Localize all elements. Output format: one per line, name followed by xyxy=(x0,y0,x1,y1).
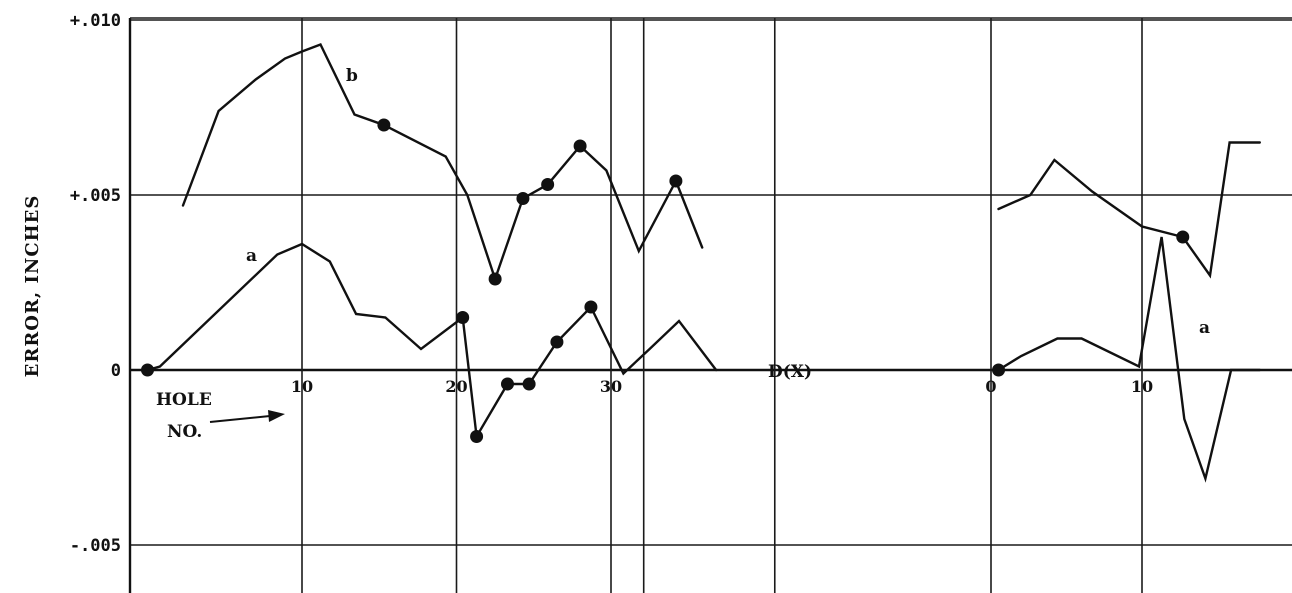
data-point-marker xyxy=(456,311,470,324)
series-layer xyxy=(141,42,1261,483)
hole-arrow-icon xyxy=(209,410,285,423)
y-axis-label: ERROR, INCHES xyxy=(22,195,43,378)
x-tick-label: 30 xyxy=(600,377,622,396)
x-tick-label: 10 xyxy=(1131,377,1153,396)
x-tick-label: 0 xyxy=(985,377,996,396)
data-point-marker xyxy=(992,363,1006,377)
y-tick-label: 0 xyxy=(111,361,121,381)
x-tick-label: 20 xyxy=(445,377,467,396)
y-tick-label: +.005 xyxy=(70,186,121,206)
series-label-a: a xyxy=(1199,318,1210,338)
series-line-left-a xyxy=(146,242,718,441)
hole-label-line1: HOLE xyxy=(156,390,212,410)
series-line-right-a xyxy=(997,236,1261,483)
data-point-marker xyxy=(541,178,555,191)
hole-label-line2: NO. xyxy=(167,422,202,442)
x-axis-dx-label: D(X) xyxy=(768,362,812,382)
grid-lines xyxy=(128,17,1292,593)
data-point-marker xyxy=(573,139,587,153)
text-layer: ERROR, INCHES HOLE NO. D(X) +.010 +.005 0 -… xyxy=(22,11,1210,556)
data-point-marker xyxy=(470,430,484,443)
series-label-a: a xyxy=(246,246,257,266)
series-label-b: b xyxy=(346,66,358,86)
data-point-marker xyxy=(550,335,564,349)
series-line-right-upper xyxy=(997,141,1261,279)
data-point-marker xyxy=(488,272,502,286)
series-line-left-b xyxy=(181,42,704,283)
data-point-marker xyxy=(141,363,154,377)
data-point-marker xyxy=(669,174,683,188)
data-point-marker xyxy=(1176,230,1190,244)
x-tick-label: 10 xyxy=(291,377,313,396)
data-point-marker xyxy=(500,377,514,391)
data-point-marker xyxy=(516,192,530,205)
data-point-marker xyxy=(522,377,536,391)
data-point-marker xyxy=(584,300,598,314)
data-point-marker xyxy=(377,118,391,132)
y-tick-label: +.010 xyxy=(70,11,121,31)
y-tick-label: -.005 xyxy=(70,536,121,556)
